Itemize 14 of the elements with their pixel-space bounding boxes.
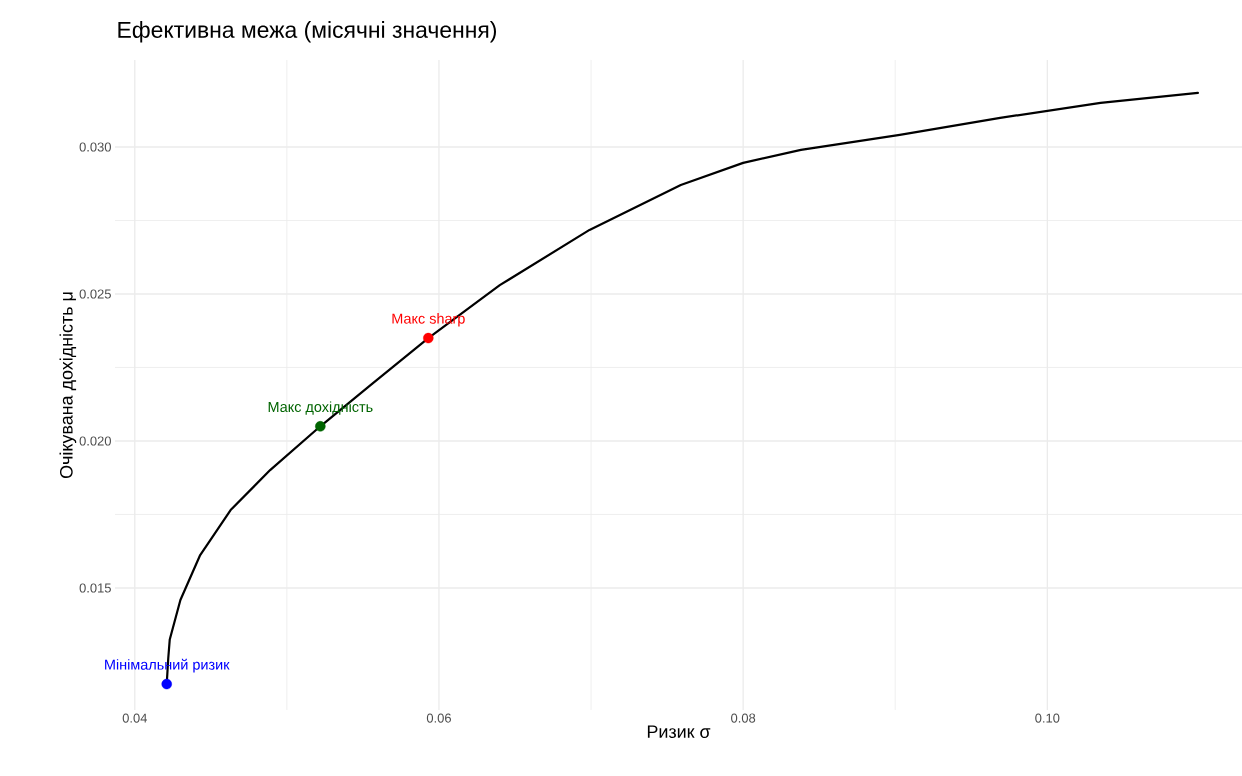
x-axis-title: Ризик σ	[647, 725, 711, 739]
point	[423, 332, 434, 344]
x-tick-label: 0.08	[731, 713, 756, 723]
y-tick-label: 0.030	[79, 142, 111, 152]
y-tick-label: 0.015	[79, 583, 111, 593]
x-tick-label: 0.04	[122, 713, 148, 723]
point	[315, 421, 326, 432]
chart-title: Ефективна межа (місячні значення)	[118, 21, 497, 43]
y-tick-label: 0.025	[79, 289, 111, 299]
y-tick-label: 0.020	[79, 436, 111, 446]
y-axis-title: Очікувана дохідність μ	[59, 292, 77, 479]
point	[161, 678, 172, 690]
x-tick-label: 0.06	[426, 713, 451, 723]
x-tick-label: 0.10	[1035, 713, 1060, 723]
